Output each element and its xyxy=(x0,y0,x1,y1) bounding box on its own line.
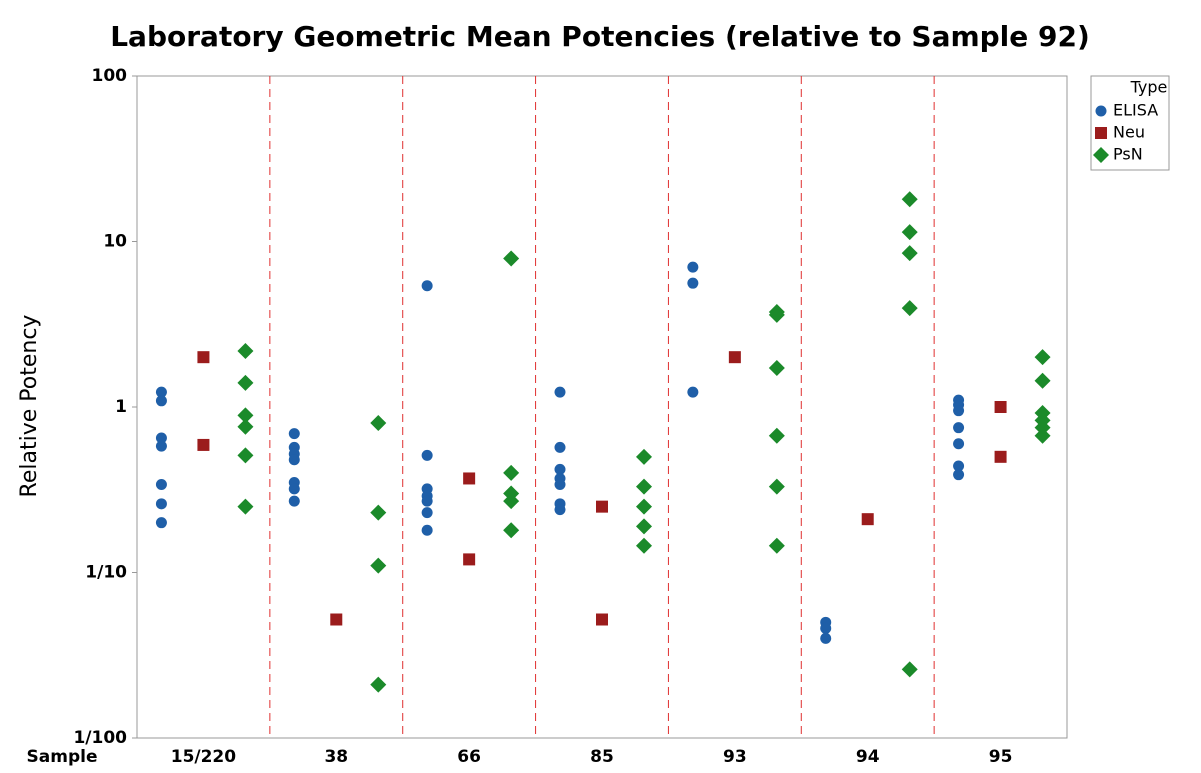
marker xyxy=(421,449,433,461)
legend-label: ELISA xyxy=(1113,101,1158,120)
marker xyxy=(330,613,343,626)
marker xyxy=(687,386,699,398)
legend-label: Neu xyxy=(1113,123,1145,142)
marker xyxy=(370,557,387,574)
x-axis-label: Sample xyxy=(27,747,98,767)
marker xyxy=(953,469,965,481)
marker xyxy=(953,405,965,417)
marker xyxy=(636,518,652,535)
marker xyxy=(636,478,652,495)
marker xyxy=(953,460,965,472)
x-tick-label: 38 xyxy=(324,747,348,767)
marker xyxy=(288,495,300,507)
y-tick-label: 1/100 xyxy=(73,728,127,748)
marker xyxy=(1034,372,1051,389)
marker xyxy=(554,479,566,491)
marker xyxy=(596,500,608,513)
marker xyxy=(288,483,300,495)
marker xyxy=(237,374,254,391)
x-tick-label: 93 xyxy=(723,747,747,767)
marker xyxy=(237,418,254,435)
legend-label: PsN xyxy=(1113,145,1143,164)
marker xyxy=(197,351,210,364)
marker xyxy=(155,440,167,452)
x-tick-label: 95 xyxy=(989,747,1013,767)
legend-title: Type xyxy=(1130,78,1168,97)
marker xyxy=(596,613,608,626)
marker xyxy=(901,224,918,241)
marker xyxy=(237,407,254,424)
marker xyxy=(768,306,785,323)
plot-frame xyxy=(136,75,1068,739)
marker xyxy=(901,300,918,317)
marker xyxy=(155,498,167,510)
marker xyxy=(820,632,832,644)
marker xyxy=(901,661,918,678)
marker xyxy=(503,464,520,481)
marker xyxy=(370,504,387,521)
marker xyxy=(155,479,167,491)
marker xyxy=(197,438,210,451)
marker xyxy=(237,342,254,359)
marker xyxy=(554,463,566,475)
y-tick-label: 1 xyxy=(115,397,127,417)
marker xyxy=(288,454,300,466)
marker xyxy=(1095,127,1107,139)
marker xyxy=(155,517,167,529)
marker xyxy=(861,513,874,526)
marker xyxy=(636,448,652,465)
marker xyxy=(155,386,167,398)
marker xyxy=(1095,105,1107,117)
marker xyxy=(554,386,566,398)
marker xyxy=(288,428,300,440)
marker xyxy=(463,553,476,566)
chart-title: Laboratory Geometric Mean Potencies (rel… xyxy=(110,20,1090,53)
marker xyxy=(953,422,965,434)
y-tick-label: 10 xyxy=(103,232,127,252)
x-tick-label: 85 xyxy=(590,747,614,767)
marker xyxy=(728,351,741,364)
marker xyxy=(901,191,918,208)
marker xyxy=(237,498,254,515)
marker xyxy=(953,438,965,450)
marker xyxy=(554,504,566,516)
marker xyxy=(370,415,387,432)
marker xyxy=(1034,349,1051,366)
marker xyxy=(503,250,520,267)
x-tick-label: 66 xyxy=(457,747,481,767)
marker xyxy=(768,360,785,377)
marker xyxy=(1034,427,1051,444)
marker xyxy=(421,495,433,507)
marker xyxy=(768,537,785,554)
marker xyxy=(1034,419,1051,436)
marker xyxy=(768,427,785,444)
marker xyxy=(636,537,652,554)
y-tick-label: 1/10 xyxy=(85,563,127,583)
marker xyxy=(994,450,1007,463)
marker xyxy=(463,472,476,485)
marker xyxy=(155,432,167,444)
marker xyxy=(155,395,167,407)
marker xyxy=(503,493,520,510)
marker xyxy=(901,245,918,262)
marker xyxy=(421,280,433,292)
y-tick-label: 100 xyxy=(92,66,128,86)
marker xyxy=(1093,147,1109,163)
x-tick-label: 15/220 xyxy=(171,747,237,767)
marker xyxy=(503,522,520,539)
marker xyxy=(687,277,699,289)
marker xyxy=(554,441,566,453)
marker xyxy=(421,507,433,519)
marker xyxy=(636,498,652,515)
marker xyxy=(370,676,387,693)
marker xyxy=(237,447,254,464)
x-tick-label: 94 xyxy=(856,747,880,767)
marker xyxy=(768,478,785,495)
marker xyxy=(421,524,433,536)
y-axis-label: Relative Potency xyxy=(17,315,42,498)
marker xyxy=(820,622,832,634)
marker xyxy=(687,261,699,273)
marker xyxy=(994,401,1007,413)
